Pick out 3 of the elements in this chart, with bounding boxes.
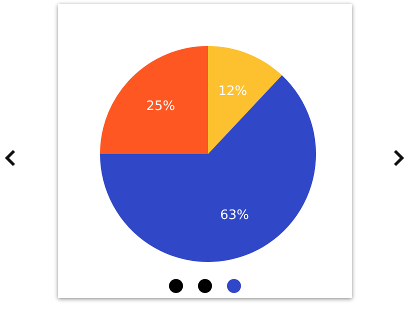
data-label: 25% [146, 99, 176, 114]
data-label: 63% [220, 208, 250, 223]
data-label: 12% [218, 84, 248, 100]
